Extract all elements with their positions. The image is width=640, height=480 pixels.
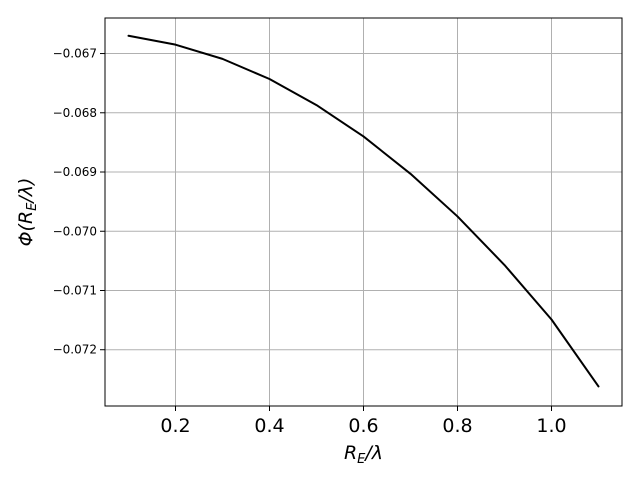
- y-label-prefix: Φ(R: [15, 211, 37, 247]
- grid-layer: [105, 18, 622, 406]
- x-label-main: R: [344, 442, 357, 464]
- x-tick-label: 0.8: [442, 415, 472, 437]
- x-tick-label: 0.4: [254, 415, 284, 437]
- x-tick-label: 0.2: [160, 415, 190, 437]
- series-layer: [127, 34, 600, 388]
- x-label-sub: E: [357, 452, 366, 467]
- y-tick-label: −0.072: [53, 343, 97, 357]
- y-tick-label: −0.071: [53, 283, 97, 297]
- y-label-sub: E: [25, 202, 40, 211]
- y-label-suffix: /λ): [15, 178, 37, 205]
- series-line: [127, 34, 600, 388]
- y-tick-label: −0.069: [53, 165, 97, 179]
- x-label-rest: /λ: [363, 442, 383, 464]
- y-tick-label: −0.067: [53, 47, 97, 61]
- ticks-layer: 0.2 0.4 0.6 0.8 1.0 −0.067 −0.068 −0.069 −0.070 −…: [53, 47, 567, 437]
- x-tick-label: 1.0: [536, 415, 566, 437]
- y-tick-label: −0.070: [53, 224, 97, 238]
- y-tick-label: −0.068: [53, 106, 97, 120]
- x-tick-label: 0.6: [348, 415, 378, 437]
- x-axis-label: RE/λ: [344, 442, 383, 467]
- y-axis-label: Φ(RE/λ): [15, 178, 40, 247]
